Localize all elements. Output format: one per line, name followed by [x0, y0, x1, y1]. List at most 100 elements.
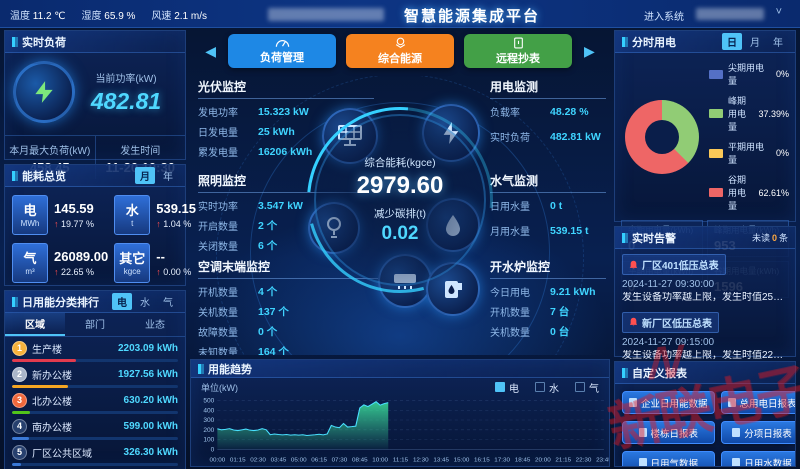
report-button-daily-gas[interactable]: 日用气数据 [622, 451, 715, 467]
legend-swatch [709, 70, 723, 79]
current-power-label: 当前功率(kW) [75, 70, 177, 85]
header-accent [622, 368, 625, 378]
lightning-badge [13, 61, 75, 123]
alarm-item[interactable]: 厂区401低压总表 2024-11-27 09:30:00 发生设备功率越上限，… [622, 254, 788, 305]
ranking-row: 4 南办公楼599.00 kWh [12, 418, 178, 440]
panel-title: 自定义报表 [632, 365, 687, 381]
ranking-row: 3 北办公楼630.20 kWh [12, 392, 178, 414]
wind-speed: 风速 2.1 m/s [151, 7, 207, 22]
up-arrow-icon: ↑ [156, 267, 161, 277]
legend-swatch [709, 149, 723, 158]
remote-meter-button[interactable]: 远程抄表 [464, 34, 572, 68]
dashboard: 温度 11.2 ℃ 湿度 65.9 % 风速 2.1 m/s 智慧能源集成平台 … [0, 0, 800, 469]
legend-flat: 平期用电量0% [709, 140, 789, 166]
energy-item-other: 其它kgce -- ↑ 0.00 % [114, 243, 196, 283]
load-management-button[interactable]: 负荷管理 [228, 34, 336, 68]
tab-year[interactable]: 年 [158, 167, 178, 184]
report-button-subitem-daily[interactable]: 分项日报表 [721, 421, 795, 444]
svg-text:18:45: 18:45 [515, 458, 531, 464]
svg-text:12:30: 12:30 [413, 458, 429, 464]
legend-swatch [709, 109, 723, 118]
panel-title: 用能趋势 [208, 361, 252, 377]
panel-alarms: 实时告警 未读0条 厂区401低压总表 2024-11-27 09:30:00 … [614, 226, 796, 357]
energy-item-water: 水t 539.15 ↑ 1.04 % [114, 195, 196, 235]
panel-ranking: 日用能分类排行 电 水 气 区域 部门 业态 1 生产楼2203.09 kWh [4, 290, 186, 469]
svg-text:05:00: 05:00 [291, 458, 307, 464]
ranking-row: 1 生产楼2203.09 kWh [12, 340, 178, 362]
chevron-down-icon[interactable]: ˅ [776, 6, 782, 18]
svg-text:07:30: 07:30 [332, 458, 348, 464]
rank-4-badge: 4 [12, 419, 27, 434]
tab-month[interactable]: 月 [745, 33, 765, 50]
legend-gas[interactable]: 气 [575, 380, 599, 395]
tab-water[interactable]: 水 [135, 293, 155, 310]
panel-time-of-use: 分时用电 日 月 年 尖期用电量0% 峰期用电量37.39% 平期用电量0% 谷… [614, 30, 796, 222]
header-accent [12, 37, 15, 47]
panel-title: 能耗总览 [22, 168, 66, 184]
svg-text:20:00: 20:00 [535, 458, 551, 464]
energy-stack-icon [394, 37, 407, 49]
legend-electric[interactable]: 电 [495, 380, 519, 395]
page-title: 智慧能源集成平台 [404, 5, 540, 26]
tab-gas[interactable]: 气 [158, 293, 178, 310]
enter-system-link[interactable]: 进入系统 [644, 8, 684, 23]
report-icon [728, 398, 736, 407]
lightning-icon [31, 79, 57, 105]
svg-text:22:30: 22:30 [576, 458, 592, 464]
panel-reports: 自定义报表 企业日用能数据 总用电日报表 楼栋日报表 分项日报表 日用气数据 日… [614, 361, 796, 467]
svg-text:01:15: 01:15 [230, 458, 246, 464]
svg-text:15:00: 15:00 [454, 458, 470, 464]
medal-2-icon: 2 [12, 367, 27, 382]
header-accent [622, 37, 625, 47]
tab-month[interactable]: 月 [135, 167, 155, 184]
subtab-area[interactable]: 区域 [5, 313, 65, 336]
svg-text:17:30: 17:30 [494, 458, 510, 464]
gauge-icon [275, 37, 290, 48]
svg-text:100: 100 [203, 437, 215, 444]
panel-title: 实时负荷 [22, 34, 66, 50]
legend-water[interactable]: 水 [535, 380, 559, 395]
tab-year[interactable]: 年 [768, 33, 788, 50]
report-button-total-electric-daily[interactable]: 总用电日报表 [721, 391, 795, 414]
y-axis-unit: 单位(kW) [201, 381, 238, 394]
medal-3-icon: 3 [12, 393, 27, 408]
panel-realtime-load: 实时负荷 当前功率(kW) 482.81 本月最大负荷(kW) 458.45 [4, 30, 186, 160]
svg-text:13:45: 13:45 [433, 458, 449, 464]
carbon-value: 0.02 [382, 223, 419, 245]
alarm-item[interactable]: 新厂区低压总表 2024-11-27 09:15:00 发生设备功率越上限，发生… [622, 312, 788, 363]
header-accent [198, 364, 201, 374]
company-logo [268, 8, 384, 21]
checkbox-icon [575, 382, 585, 392]
humidity: 湿度 65.9 % [82, 7, 136, 22]
subtab-business[interactable]: 业态 [125, 313, 185, 336]
meter-icon [513, 37, 524, 49]
alarm-bell-icon [629, 260, 638, 270]
energy-value: 2979.60 [357, 172, 444, 200]
temperature: 温度 11.2 ℃ [10, 7, 66, 22]
svg-text:21:15: 21:15 [555, 458, 571, 464]
subtab-department[interactable]: 部门 [65, 313, 125, 336]
electric-icon: 电MWh [12, 195, 48, 235]
alarm-bell-icon [629, 317, 638, 327]
current-power-value: 482.81 [75, 88, 177, 115]
report-button-enterprise-daily[interactable]: 企业日用能数据 [622, 391, 715, 414]
svg-text:06:15: 06:15 [311, 458, 327, 464]
next-arrow-icon[interactable]: ▶ [582, 43, 597, 60]
header-accent [622, 233, 625, 243]
report-button-daily-water[interactable]: 日用水数据 [721, 451, 795, 467]
top-bar: 温度 11.2 ℃ 湿度 65.9 % 风速 2.1 m/s 智慧能源集成平台 … [0, 0, 800, 28]
report-icon [629, 398, 637, 407]
report-icon [732, 458, 740, 467]
report-button-building-daily[interactable]: 楼栋日报表 [622, 421, 715, 444]
integrated-energy-button[interactable]: 综合能源 [346, 34, 454, 68]
tab-day[interactable]: 日 [722, 33, 742, 50]
svg-text:08:45: 08:45 [352, 458, 368, 464]
panel-trend: 用能趋势 单位(kW) 电 水 气 010020030040050000:000… [190, 359, 610, 467]
svg-text:0: 0 [211, 447, 215, 454]
svg-text:02:30: 02:30 [250, 458, 266, 464]
svg-text:10:00: 10:00 [372, 458, 388, 464]
user-menu[interactable] [696, 8, 764, 20]
other-icon: 其它kgce [114, 243, 150, 283]
tab-electric[interactable]: 电 [112, 293, 132, 310]
prev-arrow-icon[interactable]: ◀ [203, 43, 218, 60]
